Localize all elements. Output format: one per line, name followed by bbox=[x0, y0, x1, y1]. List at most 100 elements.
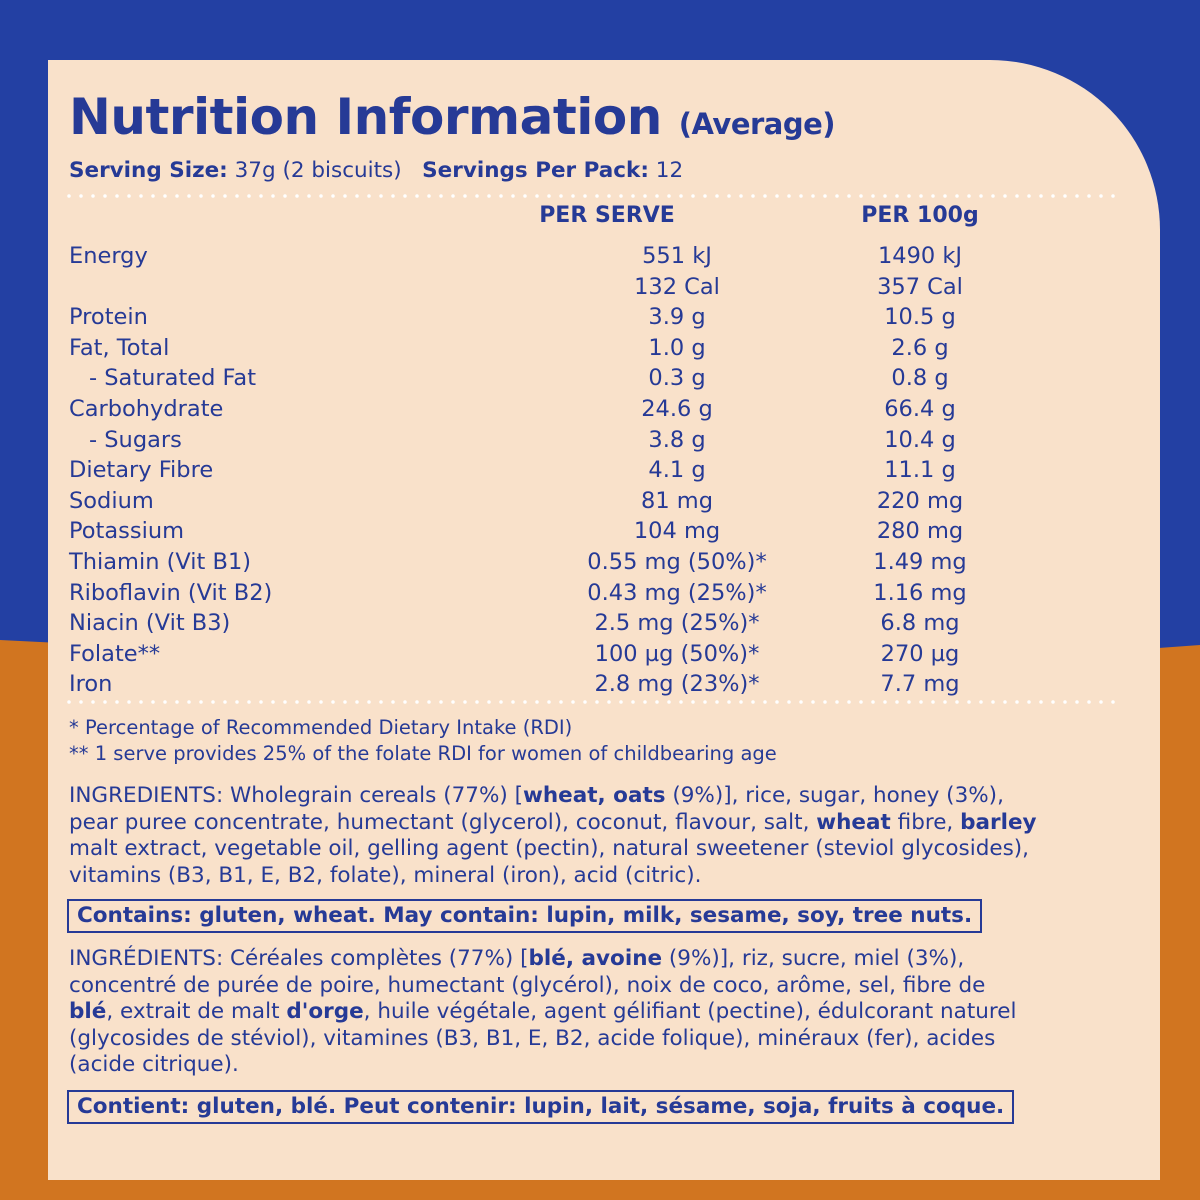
table-row: - Sugars 3.8 g 10.4 g bbox=[69, 427, 1169, 457]
nutrient-name: Fat, Total bbox=[69, 334, 170, 361]
table-row: Folate** 100 µg (50%)* 270 µg bbox=[69, 641, 1169, 671]
ingredient-text: pear puree concentrate, humectant (glyce… bbox=[69, 809, 817, 835]
per-100g-value: 0.8 g bbox=[891, 365, 949, 392]
per-serve-value: 2.8 mg (23%)* bbox=[594, 671, 760, 698]
ingredient-line: (glycosides de stéviol), vitamines (B3, … bbox=[69, 1026, 1159, 1053]
per-serve-value: 1.0 g bbox=[648, 334, 706, 361]
per-serve-value: 104 mg bbox=[633, 518, 721, 545]
servings-per-pack-value: 12 bbox=[648, 158, 684, 183]
per-serve-value: 3.9 g bbox=[648, 304, 706, 331]
per-100g-value: 280 mg bbox=[876, 518, 964, 545]
per-serve-value: 2.5 mg (25%)* bbox=[594, 610, 760, 637]
allergen-highlight: wheat bbox=[816, 809, 891, 835]
per-serve-value: 551 kJ bbox=[642, 243, 712, 269]
ingredient-text: INGREDIENTS: Wholegrain cereals (77%) [ bbox=[69, 783, 523, 808]
per-100g-value: 270 µg bbox=[880, 640, 960, 667]
ingredient-text: (9%)], rice, sugar, honey (3%), bbox=[665, 783, 1004, 808]
per-serve-value: 132 Cal bbox=[634, 273, 720, 300]
column-header-per-serve: PER SERVE bbox=[539, 203, 675, 228]
per-serve-value: 81 mg bbox=[641, 487, 713, 514]
per-serve-value: 24.6 g bbox=[641, 396, 713, 422]
ingredient-line: INGRÉDIENTS: Céréales complètes (77%) [b… bbox=[69, 946, 1159, 973]
per-serve-value: 3.8 g bbox=[648, 426, 706, 453]
servings-per-pack-label: Servings Per Pack: bbox=[422, 158, 649, 183]
per-100g-value: 10.4 g bbox=[884, 426, 956, 453]
allergen-box-english: Contains: gluten, wheat. May contain: lu… bbox=[67, 899, 983, 933]
title-suffix: (Average) bbox=[678, 107, 836, 141]
column-header-per-100g: PER 100g bbox=[861, 203, 979, 228]
allergen-highlight: blé, avoine bbox=[528, 946, 663, 971]
per-100g-value: 220 mg bbox=[876, 487, 964, 514]
nutrient-name: Iron bbox=[69, 671, 113, 698]
ingredients-english: INGREDIENTS: Wholegrain cereals (77%) [w… bbox=[69, 783, 1159, 889]
table-row: Iron 2.8 mg (23%)* 7.7 mg bbox=[69, 671, 1169, 701]
per-100g-value: 1490 kJ bbox=[877, 243, 963, 269]
per-100g-value: 11.1 g bbox=[884, 457, 956, 484]
ingredient-text: (9%)], riz, sucre, miel (3%), bbox=[662, 946, 965, 971]
ingredient-text: (acide citrique). bbox=[69, 1052, 239, 1077]
per-100g-value: 10.5 g bbox=[884, 304, 956, 331]
ingredient-text: , extrait de malt bbox=[106, 999, 287, 1024]
per-100g-value: 66.4 g bbox=[884, 396, 956, 422]
nutrient-name: Potassium bbox=[69, 518, 185, 545]
ingredient-text: , huile végétale, agent gélifiant (pecti… bbox=[363, 999, 1017, 1024]
table-row: Thiamin (Vit B1) 0.55 mg (50%)* 1.49 mg bbox=[69, 549, 1169, 579]
nutrient-name: Energy bbox=[69, 243, 148, 269]
table-row: Potassium 104 mg 280 mg bbox=[69, 518, 1169, 548]
ingredient-line: INGREDIENTS: Wholegrain cereals (77%) [w… bbox=[69, 783, 1159, 810]
ingredients-french: INGRÉDIENTS: Céréales complètes (77%) [b… bbox=[69, 946, 1159, 1079]
ingredient-line: (acide citrique). bbox=[69, 1052, 1159, 1079]
per-100g-value: 2.6 g bbox=[891, 334, 949, 361]
per-100g-value: 1.16 mg bbox=[873, 579, 967, 606]
footnote-folate: ** 1 serve provides 25% of the folate RD… bbox=[69, 742, 777, 765]
ingredient-line: concentré de purée de poire, humectant (… bbox=[69, 973, 1159, 1000]
ingredient-text: (glycosides de stéviol), vitamines (B3, … bbox=[69, 1025, 996, 1051]
table-row: Energy 551 kJ 1490 kJ bbox=[69, 243, 1169, 273]
nutrient-name: Riboflavin (Vit B2) bbox=[69, 579, 273, 606]
nutrient-name: Protein bbox=[69, 304, 148, 331]
ingredient-text: INGRÉDIENTS: Céréales complètes (77%) [ bbox=[69, 946, 529, 971]
table-row: Protein 3.9 g 10.5 g bbox=[69, 304, 1169, 334]
per-serve-value: 0.3 g bbox=[648, 365, 706, 392]
footnote-rdi: * Percentage of Recommended Dietary Inta… bbox=[69, 716, 573, 739]
table-row: Carbohydrate 24.6 g 66.4 g bbox=[69, 396, 1169, 426]
per-serve-value: 0.55 mg (50%)* bbox=[587, 549, 767, 575]
allergen-highlight: blé bbox=[69, 999, 107, 1024]
per-100g-value: 357 Cal bbox=[877, 273, 963, 300]
nutrient-name: Dietary Fibre bbox=[69, 457, 214, 484]
allergen-highlight: d'orge bbox=[286, 999, 364, 1024]
allergen-highlight: wheat, oats bbox=[522, 783, 666, 808]
nutrient-name: Niacin (Vit B3) bbox=[69, 610, 231, 637]
ingredient-line: pear puree concentrate, humectant (glyce… bbox=[69, 810, 1159, 837]
ingredient-text: malt extract, vegetable oil, gelling age… bbox=[69, 836, 1029, 861]
per-serve-value: 100 µg (50%)* bbox=[594, 640, 760, 667]
per-serve-value: 4.1 g bbox=[648, 457, 706, 484]
per-serve-value: 0.43 mg (25%)* bbox=[587, 579, 767, 606]
table-row: - Saturated Fat 0.3 g 0.8 g bbox=[69, 365, 1169, 395]
per-100g-value: 1.49 mg bbox=[873, 549, 967, 575]
ingredient-text: concentré de purée de poire, humectant (… bbox=[69, 972, 986, 998]
table-row: Dietary Fibre 4.1 g 11.1 g bbox=[69, 457, 1169, 487]
ingredient-text: vitamins (B3, B1, E, B2, folate), minera… bbox=[69, 862, 702, 888]
nutrient-name: - Sugars bbox=[89, 426, 182, 453]
table-row: Riboflavin (Vit B2) 0.43 mg (25%)* 1.16 mg bbox=[69, 580, 1169, 610]
per-100g-value: 6.8 mg bbox=[880, 610, 960, 637]
page-title: Nutrition Information (Average) bbox=[69, 88, 836, 146]
table-row: Niacin (Vit B3) 2.5 mg (25%)* 6.8 mg bbox=[69, 610, 1169, 640]
dotted-divider bbox=[67, 700, 1126, 704]
nutrient-name: Carbohydrate bbox=[69, 396, 224, 422]
table-row: Fat, Total 1.0 g 2.6 g bbox=[69, 335, 1169, 365]
serving-size-label: Serving Size: bbox=[69, 158, 228, 183]
nutrient-name: Folate** bbox=[69, 640, 161, 667]
nutrient-name: - Saturated Fat bbox=[89, 365, 257, 392]
nutrition-panel bbox=[48, 60, 1160, 1180]
allergen-box-french: Contient: gluten, blé. Peut contenir: lu… bbox=[67, 1090, 1015, 1124]
per-100g-value: 7.7 mg bbox=[880, 671, 960, 698]
dotted-divider bbox=[67, 194, 1126, 198]
ingredient-text: fibre, bbox=[890, 809, 961, 835]
serving-size-value: 37g (2 biscuits) bbox=[227, 158, 402, 183]
title-main: Nutrition Information bbox=[69, 88, 662, 146]
table-row: 132 Cal 357 Cal bbox=[69, 274, 1169, 304]
allergen-highlight: barley bbox=[960, 809, 1037, 835]
nutrient-name: Sodium bbox=[69, 487, 154, 514]
